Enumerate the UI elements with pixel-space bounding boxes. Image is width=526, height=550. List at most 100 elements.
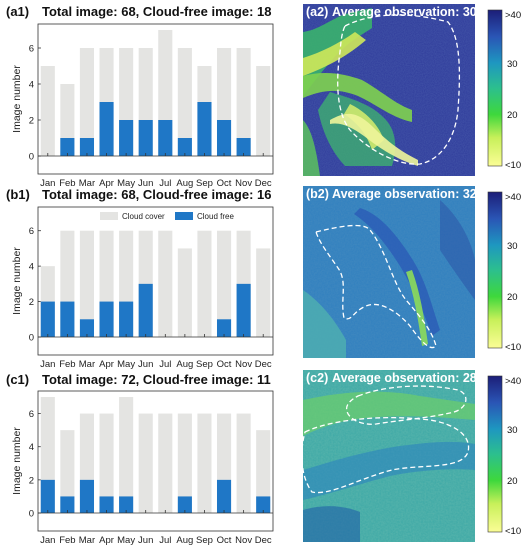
bar-cloud-cover-a1-jan — [40, 66, 55, 156]
x-tick-label: Jun — [138, 535, 153, 546]
y-axis-label-a1: Image number — [11, 65, 23, 133]
x-tick-label: Oct — [217, 359, 232, 370]
bar-cloud-free-b1-jun — [138, 283, 153, 337]
x-tick-label: Aug — [176, 178, 193, 189]
legend-b1: Cloud cover Cloud free — [100, 212, 234, 221]
colorbar-tick-a2-min: <10 — [505, 160, 521, 171]
colorbar-tick-b2-20: 20 — [507, 292, 518, 303]
bar-cloud-cover-c1-jun — [138, 413, 153, 513]
plot-area-c1: 0 2 4 6 Jan Feb Mar Apr May Jun Jul Aug Sep Oct Nov Dec — [29, 397, 273, 546]
colorbar-tick-a2-max: >40 — [505, 10, 521, 21]
map-river-bank-a2 — [303, 73, 412, 122]
y-tick-label: 6 — [29, 409, 34, 420]
map-river-a2 — [330, 113, 418, 166]
x-tick-label: Jan — [40, 535, 55, 546]
x-tick-label: Jul — [159, 359, 171, 370]
colorbar-tick-c2-max: >40 — [505, 376, 521, 387]
map-boundary-b2 — [315, 224, 437, 349]
bar-cloud-cover-a1-nov — [236, 48, 251, 156]
bar-cloud-free-a1-may — [119, 120, 134, 156]
x-tick-label: Sep — [196, 535, 213, 546]
bar-cloud-cover-b1-jul — [158, 230, 173, 337]
x-tick-label: Sep — [196, 178, 213, 189]
bar-cloud-cover-c1-sep — [197, 413, 212, 513]
x-tick-label: Oct — [217, 178, 232, 189]
y-tick-label: 2 — [29, 116, 34, 127]
map-boundary-a2 — [337, 14, 461, 165]
bar-cloud-cover-b1-mar — [79, 230, 95, 337]
chart-title-a1: Total image: 68, Cloud-free image: 18 — [42, 4, 271, 19]
bar-cloud-free-b1-mar — [79, 319, 95, 337]
map-b2: (b2) Average observation: 32.1 — [303, 186, 487, 358]
bar-cloud-free-c1-feb — [60, 496, 75, 513]
x-tick-label: Oct — [217, 535, 232, 546]
x-tick-label: Jul — [159, 535, 171, 546]
bar-cloud-free-b1-oct — [216, 319, 232, 337]
bar-cloud-cover-a1-mar — [79, 48, 95, 156]
bar-cloud-cover-c1-aug — [177, 413, 192, 513]
colorbar-tick-c2-20: 20 — [507, 476, 518, 487]
map-panel-label-b2: (b2) — [306, 187, 329, 201]
plot-frame-b1 — [37, 206, 274, 356]
bar-cloud-cover-c1-dec — [256, 430, 271, 513]
colorbar-ramp-c2 — [487, 375, 503, 533]
bar-cloud-free-a1-jul — [158, 120, 173, 156]
bar-cloud-free-a1-apr — [99, 102, 114, 156]
bar-cloud-free-a1-nov — [236, 138, 251, 156]
x-tick-label: Mar — [79, 178, 95, 189]
y-axis-label-c1: Image number — [11, 427, 23, 495]
panel-c1: (c1) Total image: 72, Cloud-free image: … — [6, 372, 274, 546]
bar-cloud-free-b1-feb — [60, 301, 75, 337]
bar-cloud-free-b1-may — [119, 301, 134, 337]
x-tick-label: Nov — [235, 535, 252, 546]
panel-b2: (b2) Average observation: 32.1 >40 30 20… — [303, 186, 521, 358]
map-title-a2: Average observation: 30.5 — [332, 5, 487, 19]
x-tick-label: Jan — [40, 359, 55, 370]
legend-swatch-cloud-free — [175, 212, 193, 220]
y-tick-label: 4 — [29, 262, 34, 273]
x-tick-label: Jun — [138, 359, 153, 370]
x-tick-label: Dec — [255, 178, 272, 189]
map-title-c2: Average observation: 28.8 — [332, 371, 487, 385]
x-tick-label: May — [117, 359, 135, 370]
y-tick-label: 4 — [29, 442, 34, 453]
chart-title-b1: Total image: 68, Cloud-free image: 16 — [42, 187, 271, 202]
colorbar-b2: >40 30 20 <10 — [487, 191, 521, 353]
bar-cloud-free-c1-apr — [99, 496, 114, 513]
y-tick-label: 0 — [29, 509, 34, 520]
colorbar-ramp-a2 — [487, 9, 503, 167]
x-tick-label: May — [117, 178, 135, 189]
bar-cloud-cover-c1-jul — [158, 413, 173, 513]
chart-title-c1: Total image: 72, Cloud-free image: 11 — [42, 372, 271, 387]
bar-cloud-cover-b1-aug — [177, 248, 192, 337]
y-tick-label: 2 — [29, 297, 34, 308]
plot-frame-c1 — [37, 390, 274, 532]
colorbar-tick-c2-min: <10 — [505, 526, 521, 537]
map-c2: (c2) Average observation: 28.8 — [301, 370, 487, 542]
bar-cloud-free-c1-jan — [40, 479, 55, 513]
bar-cloud-cover-a1-dec — [256, 66, 271, 156]
colorbar-tick-b2-min: <10 — [505, 342, 521, 353]
bar-cloud-cover-b1-sep — [197, 230, 212, 337]
map-land-a2-5 — [303, 120, 320, 176]
map-boundary-c2-2 — [301, 417, 470, 494]
bar-cloud-free-c1-may — [119, 496, 134, 513]
bar-cloud-free-a1-feb — [60, 138, 75, 156]
x-tick-label: Dec — [255, 359, 272, 370]
bar-cloud-free-c1-aug — [177, 496, 192, 513]
map-channel-b2 — [354, 208, 440, 336]
x-tick-label: Feb — [59, 359, 75, 370]
bar-cloud-free-a1-aug — [177, 138, 192, 156]
panel-label-a1: (a1) — [6, 4, 29, 19]
bar-cloud-cover-b1-oct — [216, 230, 232, 337]
plot-frame-a1 — [37, 23, 274, 175]
x-tick-label: Nov — [235, 178, 252, 189]
colorbar-tick-b2-30: 30 — [507, 241, 518, 252]
bar-cloud-cover-c1-feb — [60, 430, 75, 513]
x-tick-label: Apr — [99, 359, 114, 370]
x-tick-label: Dec — [255, 535, 272, 546]
bar-cloud-free-a1-jun — [138, 120, 153, 156]
map-a2: (a2) Average observation: 30.5 — [303, 4, 487, 176]
bar-cloud-free-c1-oct — [216, 479, 232, 513]
